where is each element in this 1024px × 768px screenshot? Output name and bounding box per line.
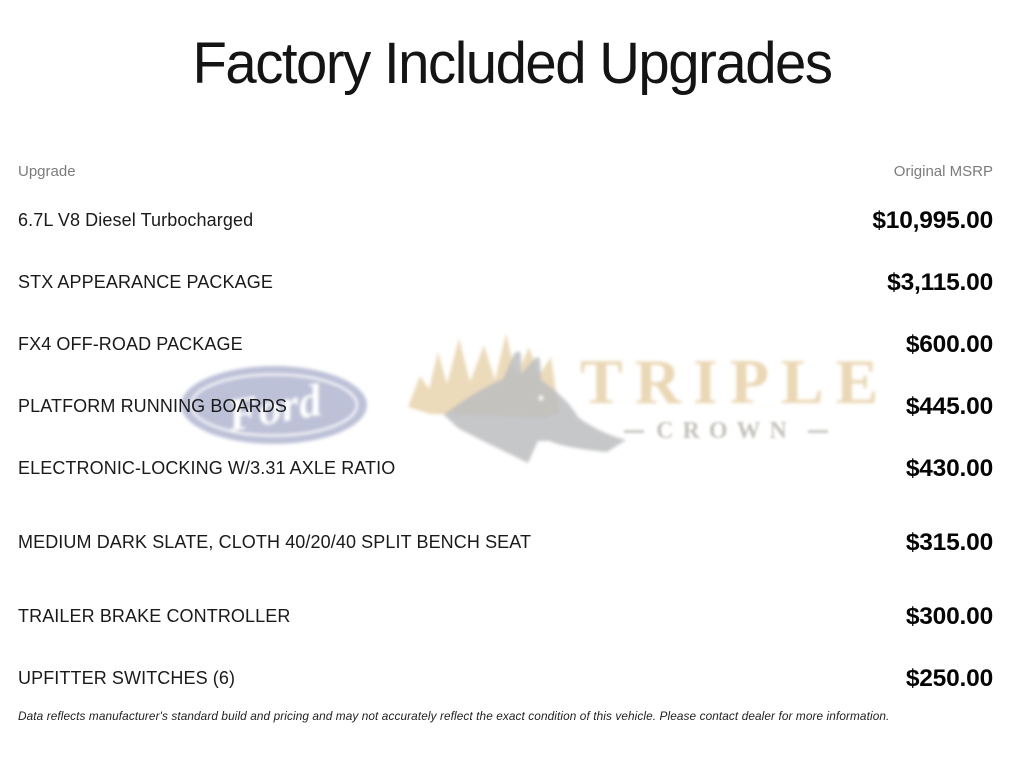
upgrade-msrp: $315.00	[905, 529, 993, 556]
column-header-upgrade: Upgrade	[18, 162, 76, 180]
upgrade-name: MEDIUM DARK SLATE, CLOTH 40/20/40 SPLIT …	[18, 532, 532, 553]
upgrade-msrp: $430.00	[905, 455, 993, 482]
upgrade-name: TRAILER BRAKE CONTROLLER	[18, 606, 291, 627]
upgrade-msrp: $300.00	[905, 603, 993, 630]
upgrades-table: Upgrade Original MSRP 6.7L V8 Diesel Tur…	[18, 152, 993, 710]
upgrade-name: ELECTRONIC-LOCKING W/3.31 AXLE RATIO	[18, 458, 396, 479]
page-title: Factory Included Upgrades	[192, 31, 833, 96]
upgrade-msrp: $445.00	[905, 393, 993, 420]
upgrade-name: STX APPEARANCE PACKAGE	[18, 272, 273, 293]
table-row: UPFITTER SWITCHES (6) $250.00	[18, 648, 993, 710]
table-row: PLATFORM RUNNING BOARDS $445.00	[18, 376, 993, 438]
table-row: STX APPEARANCE PACKAGE $3,115.00	[18, 252, 993, 314]
upgrade-msrp: $250.00	[905, 665, 993, 692]
table-header-row: Upgrade Original MSRP	[18, 152, 993, 190]
disclaimer-text: Data reflects manufacturer's standard bu…	[18, 709, 890, 723]
table-row: MEDIUM DARK SLATE, CLOTH 40/20/40 SPLIT …	[18, 500, 993, 586]
upgrade-msrp: $3,115.00	[887, 269, 993, 296]
upgrade-name: 6.7L V8 Diesel Turbocharged	[18, 210, 254, 231]
upgrade-name: UPFITTER SWITCHES (6)	[18, 668, 236, 689]
upgrade-msrp: $10,995.00	[872, 207, 993, 234]
table-row: 6.7L V8 Diesel Turbocharged $10,995.00	[18, 190, 993, 252]
table-row: FX4 OFF-ROAD PACKAGE $600.00	[18, 314, 993, 376]
upgrade-msrp: $600.00	[905, 331, 993, 358]
table-row: ELECTRONIC-LOCKING W/3.31 AXLE RATIO $43…	[18, 438, 993, 500]
column-header-msrp: Original MSRP	[893, 162, 993, 180]
table-row: TRAILER BRAKE CONTROLLER $300.00	[18, 586, 993, 648]
upgrade-name: FX4 OFF-ROAD PACKAGE	[18, 334, 243, 355]
upgrade-name: PLATFORM RUNNING BOARDS	[18, 396, 287, 417]
